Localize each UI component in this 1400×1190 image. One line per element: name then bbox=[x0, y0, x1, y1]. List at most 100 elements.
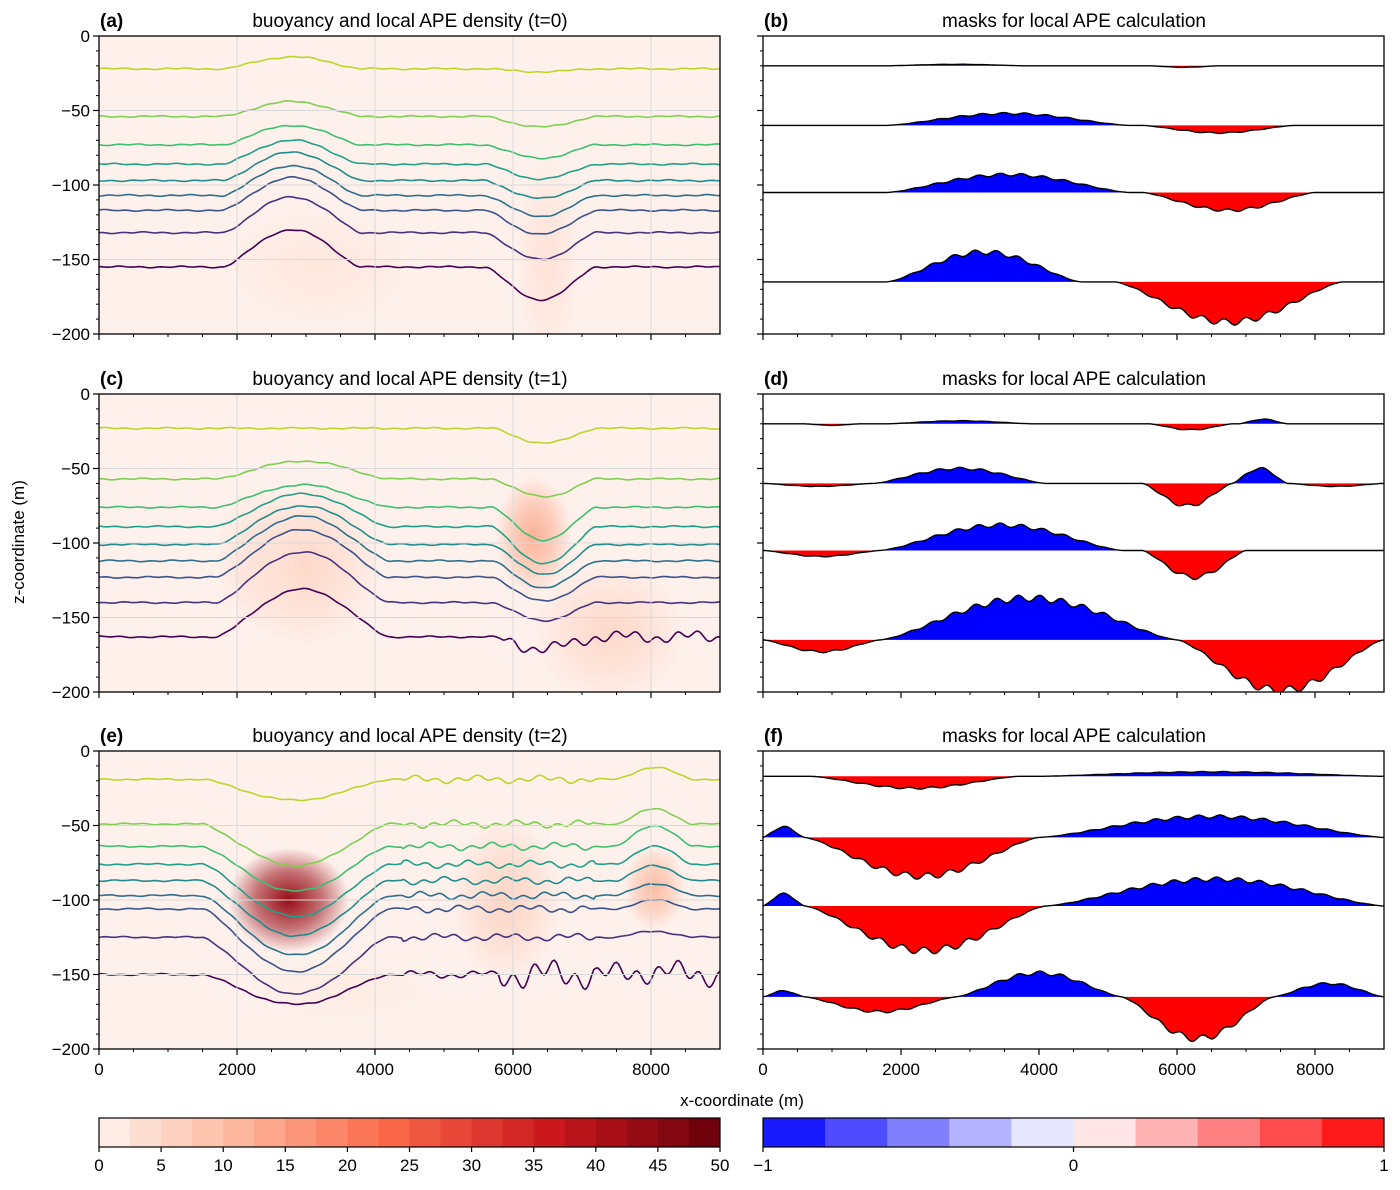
panel-c-title: buoyancy and local APE density (t=1) bbox=[252, 369, 567, 390]
mask-region-negative bbox=[873, 467, 1046, 484]
colorbar-ape: 0 5 10 15 20 25 30 35 40 45 50 bbox=[94, 1117, 729, 1175]
z-tick-label: −50 bbox=[61, 102, 90, 121]
surface-line bbox=[763, 770, 1384, 790]
mask-region-positive bbox=[804, 996, 957, 1013]
mask-region-positive bbox=[1142, 483, 1233, 506]
mask-region-positive bbox=[811, 776, 1019, 790]
colorbar-bin bbox=[564, 1118, 597, 1147]
panel-a-label: (a) bbox=[100, 11, 123, 32]
surface-line bbox=[763, 63, 1384, 69]
mask-region-negative bbox=[763, 826, 805, 838]
z-tick-label: −100 bbox=[52, 891, 90, 910]
mask-region-negative bbox=[887, 250, 1081, 282]
mask-region-negative bbox=[956, 971, 1122, 997]
colorbar-bin bbox=[502, 1118, 535, 1147]
mask-field bbox=[763, 63, 1384, 326]
isoline bbox=[99, 483, 720, 542]
mask-region-negative bbox=[763, 990, 805, 997]
colorbar-bin bbox=[99, 1118, 131, 1147]
colorbar-tick-label: 1 bbox=[1379, 1156, 1388, 1175]
mask-region-positive bbox=[804, 906, 1046, 954]
y-axis-label: z-coordinate (m) bbox=[9, 480, 28, 604]
panel-b bbox=[757, 35, 1385, 340]
colorbar-tick-label: 15 bbox=[276, 1156, 295, 1175]
colorbar-bin bbox=[763, 1118, 826, 1147]
isoline bbox=[99, 864, 720, 938]
mask-region-negative bbox=[887, 420, 1033, 424]
colorbar-tick-label: 25 bbox=[400, 1156, 419, 1175]
surface-line bbox=[763, 814, 1384, 880]
mask-region-positive bbox=[1114, 281, 1343, 325]
z-tick-label: −200 bbox=[52, 1040, 90, 1059]
colorbar-tick-label: 0 bbox=[94, 1156, 103, 1175]
z-tick-label: 0 bbox=[81, 27, 90, 46]
surface-line bbox=[763, 594, 1384, 692]
isoline bbox=[99, 883, 720, 956]
colorbar-bin bbox=[378, 1118, 410, 1147]
ape-blob bbox=[532, 560, 687, 692]
z-tick-label: −100 bbox=[52, 534, 90, 553]
panel-a-title: buoyancy and local APE density (t=0) bbox=[252, 11, 567, 32]
isoline bbox=[99, 505, 720, 575]
isoline bbox=[99, 55, 720, 74]
panel-d-title: masks for local APE calculation bbox=[942, 369, 1206, 390]
x-tick-label: 0 bbox=[758, 1060, 767, 1079]
isoline bbox=[99, 492, 720, 565]
isoline bbox=[99, 195, 720, 261]
mask-region-negative bbox=[880, 523, 1122, 551]
colorbar-bin bbox=[161, 1118, 193, 1147]
isoline bbox=[99, 175, 720, 235]
mask-region-positive bbox=[763, 639, 881, 653]
colorbar-bin bbox=[1073, 1118, 1137, 1147]
mask-region-positive bbox=[1149, 423, 1233, 430]
colorbar-tick-label: 40 bbox=[586, 1156, 605, 1175]
isoline bbox=[99, 587, 720, 654]
z-tick-label: −150 bbox=[52, 966, 90, 985]
colorbar-bin bbox=[409, 1118, 442, 1147]
z-tick-label: −200 bbox=[52, 325, 90, 344]
plots-layer: 0−50−100−150−2000−50−100−150−2000 2000 400… bbox=[52, 27, 1389, 1175]
mask-region-negative bbox=[1039, 815, 1384, 838]
ape-blob bbox=[241, 953, 440, 1026]
mask-region-positive bbox=[804, 837, 1039, 880]
isoline bbox=[99, 844, 720, 918]
panel-e-title: buoyancy and local APE density (t=2) bbox=[252, 726, 567, 747]
mask-region-negative bbox=[1239, 419, 1288, 424]
colorbar-bin bbox=[595, 1118, 628, 1147]
colorbar-tick-label: 10 bbox=[214, 1156, 233, 1175]
ape-field bbox=[99, 426, 720, 692]
colorbar-bin bbox=[887, 1118, 950, 1147]
surface-line bbox=[763, 522, 1384, 581]
isoline bbox=[99, 124, 720, 160]
colorbar-bin bbox=[254, 1118, 286, 1147]
colorbar-bin bbox=[688, 1118, 721, 1147]
ape-field bbox=[99, 55, 720, 334]
colorbar-tick-label: 30 bbox=[462, 1156, 481, 1175]
isoline bbox=[99, 515, 720, 589]
mask-region-negative bbox=[880, 595, 1177, 640]
surface-line bbox=[763, 970, 1384, 1043]
surface-line bbox=[763, 249, 1384, 326]
x-tick-label: 4000 bbox=[356, 1060, 394, 1079]
mask-region-negative bbox=[887, 173, 1129, 193]
surface-line bbox=[763, 876, 1384, 955]
colorbar-bin bbox=[347, 1118, 379, 1147]
z-tick-label: 0 bbox=[81, 385, 90, 404]
z-tick-label: −150 bbox=[52, 251, 90, 270]
mask-region-positive bbox=[1177, 639, 1384, 692]
x-tick-label: 2000 bbox=[882, 1060, 920, 1079]
colorbar-tick-label: 0 bbox=[1069, 1156, 1078, 1175]
colorbar-tick-label: 45 bbox=[648, 1156, 667, 1175]
surface-line bbox=[763, 172, 1384, 213]
mask-region-positive bbox=[1142, 125, 1295, 134]
colorbar-bin bbox=[285, 1118, 317, 1147]
colorbar-bin bbox=[223, 1118, 255, 1147]
colorbar-bin bbox=[657, 1118, 690, 1147]
isoline bbox=[99, 426, 720, 444]
mask-field bbox=[763, 418, 1384, 692]
panel-c: 0 −50 −100 −150 −200 bbox=[52, 385, 721, 702]
mask-region-negative bbox=[1039, 771, 1384, 777]
isoline bbox=[99, 164, 720, 218]
colorbar-bin bbox=[825, 1118, 888, 1147]
